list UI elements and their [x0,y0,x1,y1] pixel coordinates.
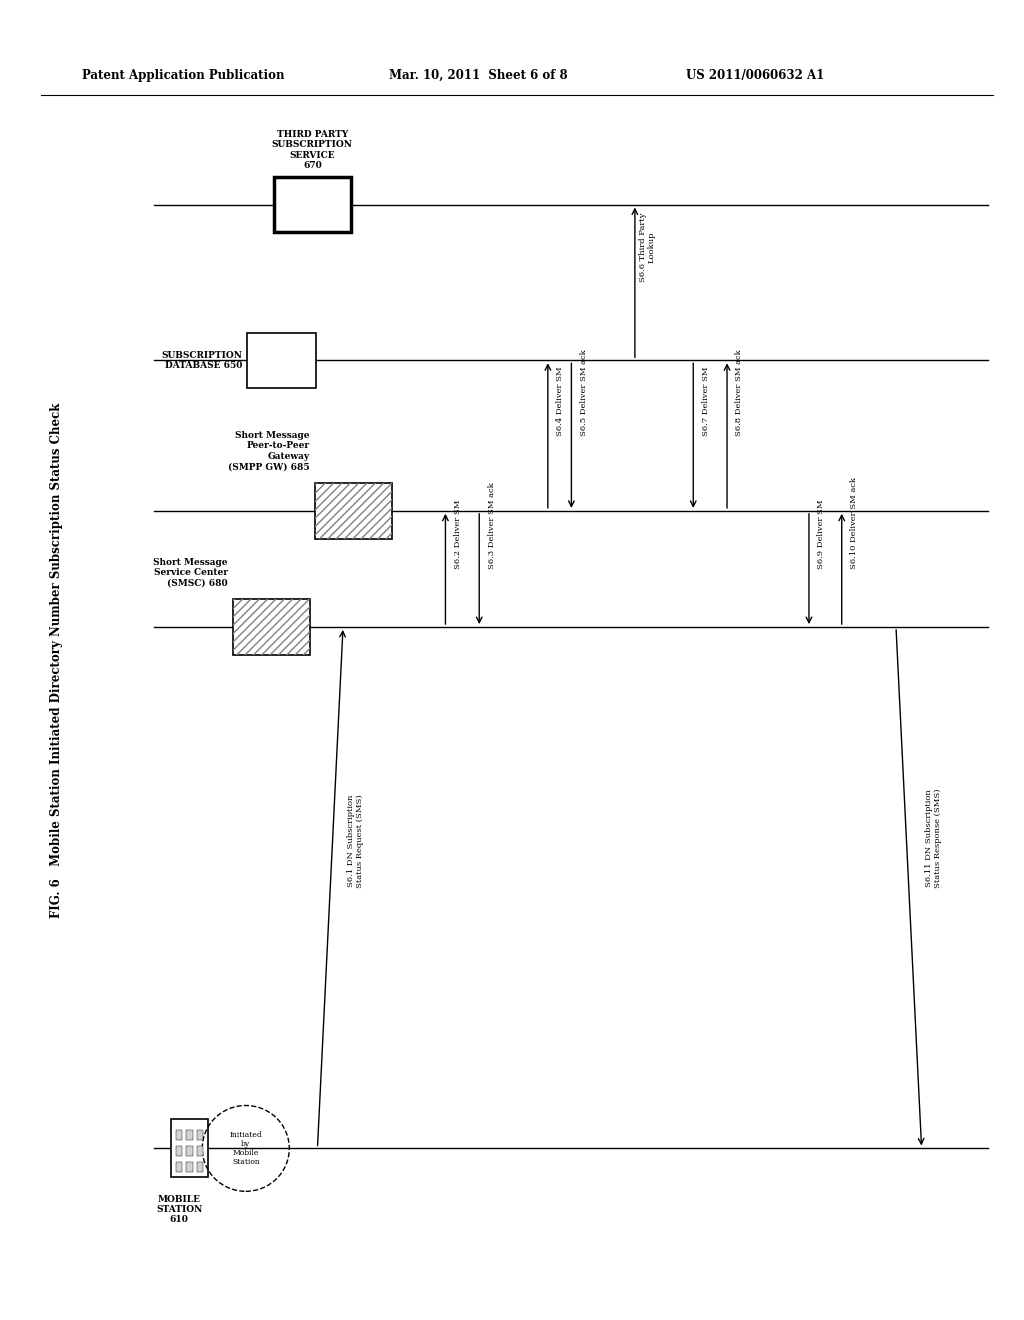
Text: S6.7 Deliver SM: S6.7 Deliver SM [701,366,710,436]
Bar [176,1162,182,1172]
Text: SUBSCRIPTION
DATABASE 650: SUBSCRIPTION DATABASE 650 [161,351,242,370]
Bar [176,1130,182,1140]
Text: FIG. 6   Mobile Station Initiated Directory Number Subscription Status Check: FIG. 6 Mobile Station Initiated Director… [50,403,62,917]
Bar [197,1130,203,1140]
Text: S6.8 Deliver SM ack: S6.8 Deliver SM ack [735,348,743,436]
Text: S6.6 Third Party
Lookup: S6.6 Third Party Lookup [639,213,655,282]
Bar [274,177,350,232]
Bar [186,1162,193,1172]
Bar [233,599,309,655]
Text: THIRD PARTY
SUBSCRIPTION
SERVICE
670: THIRD PARTY SUBSCRIPTION SERVICE 670 [271,131,353,170]
Bar [315,483,391,539]
Text: Mar. 10, 2011  Sheet 6 of 8: Mar. 10, 2011 Sheet 6 of 8 [389,69,567,82]
Text: US 2011/0060632 A1: US 2011/0060632 A1 [686,69,824,82]
Bar [186,1130,193,1140]
Bar [197,1162,203,1172]
Bar [171,1119,208,1177]
Text: S6.10 Deliver SM ack: S6.10 Deliver SM ack [850,477,858,569]
Bar [176,1146,182,1156]
Text: Patent Application Publication: Patent Application Publication [82,69,285,82]
Bar [197,1146,203,1156]
Bar [186,1146,193,1156]
Text: Short Message
Peer-to-Peer
Gateway
(SMPP GW) 685: Short Message Peer-to-Peer Gateway (SMPP… [228,432,309,471]
Text: S6.3 Deliver SM ack: S6.3 Deliver SM ack [487,482,496,569]
Text: S6.5 Deliver SM ack: S6.5 Deliver SM ack [580,348,588,436]
Text: S6.4 Deliver SM: S6.4 Deliver SM [556,366,564,436]
Text: S6.11 DN Subscription
Status Response (SMS): S6.11 DN Subscription Status Response (S… [926,788,942,887]
Bar [247,333,316,388]
Bar [233,599,309,655]
Text: S6.9 Deliver SM: S6.9 Deliver SM [817,499,825,569]
Text: S6.2 Deliver SM: S6.2 Deliver SM [454,499,462,569]
Text: MOBILE
STATION
610: MOBILE STATION 610 [156,1195,203,1225]
Text: Short Message
Service Center
(SMSC) 680: Short Message Service Center (SMSC) 680 [154,557,227,587]
Bar [315,483,391,539]
Text: Initiated
by
Mobile
Station: Initiated by Mobile Station [229,1131,262,1166]
Text: S6.1 DN Subscription
Status Request (SMS): S6.1 DN Subscription Status Request (SMS… [347,795,364,887]
